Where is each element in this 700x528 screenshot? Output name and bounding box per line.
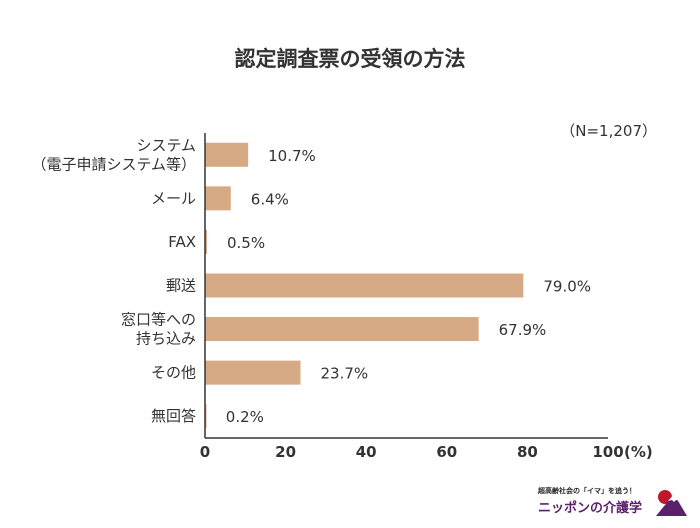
bar-2 [205,229,208,254]
x-tick-0: 0 [200,443,210,461]
value-label-4: 67.9% [499,321,547,339]
category-label-5: その他 [151,364,196,382]
mountain-sun-icon [656,490,687,516]
x-tick-labels: 0 20 40 60 80 100 (%) [200,443,653,461]
value-label-5: 23.7% [321,365,369,383]
x-tick-40: 40 [356,443,377,461]
value-label-2: 0.5% [227,234,265,252]
value-label-1: 6.4% [251,190,289,208]
x-tick-60: 60 [436,443,457,461]
logo-tagline: 超高齢社会の「イマ」を追う！ [538,487,636,495]
category-label-3: 郵送 [166,277,196,295]
value-label-0: 10.7% [268,147,316,165]
x-tick-20: 20 [275,443,296,461]
bar-1 [205,186,231,211]
sample-size-note: （N=1,207） [560,122,657,140]
value-labels: 10.7% 6.4% 0.5% 79.0% 67.9% 23.7% 0.2% [226,147,591,426]
value-label-6: 0.2% [226,408,264,426]
category-label-2: FAX [168,233,196,251]
bar-5 [205,360,301,385]
category-label-0: システム（電子申請システム等） [31,136,196,173]
logo-name: ニッポンの介護学 [538,501,643,516]
category-label-4: 窓口等への持ち込み [121,311,196,348]
bar-3 [205,273,524,298]
brand-logo: 超高齢社会の「イマ」を追う！ ニッポンの介護学 [538,486,688,522]
x-tick-100: 100 [592,443,623,461]
bar-0 [205,142,249,167]
value-label-3: 79.0% [543,278,591,296]
chart-title: 認定調査票の受領の方法 [235,47,466,71]
category-label-1: メール [151,189,196,207]
x-tick-80: 80 [517,443,538,461]
x-axis-unit: (%) [624,443,653,461]
bar-4 [205,317,479,342]
category-label-6: 無回答 [151,407,196,425]
bars-group [205,142,524,429]
